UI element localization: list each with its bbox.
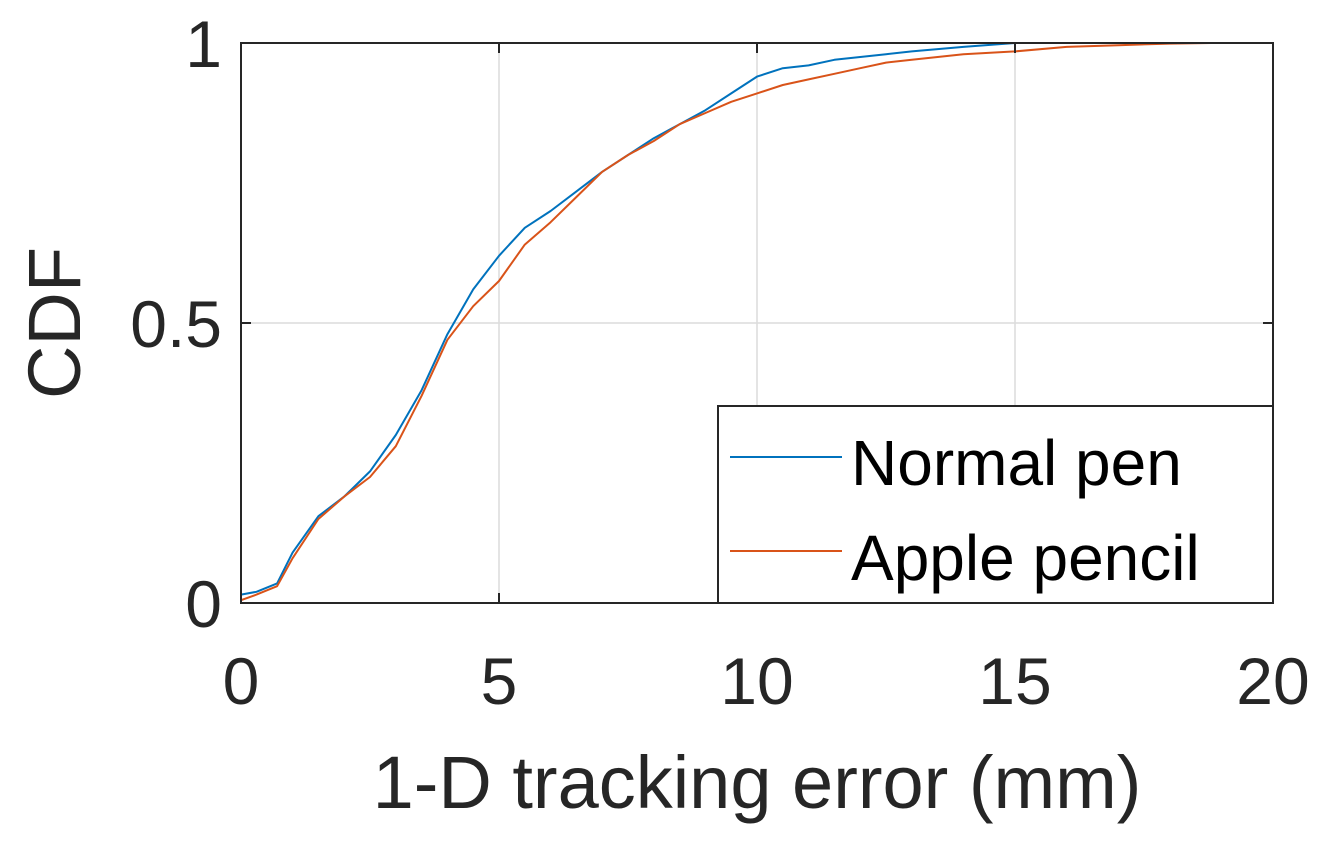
x-tick-label: 15	[978, 644, 1051, 718]
y-axis-label: CDF	[13, 247, 96, 399]
legend-label-apple-pencil: Apple pencil	[851, 522, 1200, 594]
x-axis-label: 1-D tracking error (mm)	[373, 741, 1142, 824]
tick-labels: 0 5 10 15 20 0 0.5 1	[130, 7, 1309, 718]
x-tick-label: 0	[223, 644, 260, 718]
series-line-apple-pencil	[240, 42, 1212, 602]
series-layer	[240, 42, 1212, 602]
x-tick-label: 5	[481, 644, 518, 718]
legend-label-normal-pen: Normal pen	[851, 427, 1182, 499]
legend: Normal pen Apple pencil	[717, 405, 1274, 604]
y-tick-label: 1	[185, 7, 222, 81]
x-tick-label: 20	[1236, 644, 1309, 718]
x-tick-label: 10	[720, 644, 793, 718]
legend-box	[717, 405, 1274, 604]
y-tick-label: 0.5	[130, 287, 222, 361]
y-tick-label: 0	[185, 567, 222, 641]
